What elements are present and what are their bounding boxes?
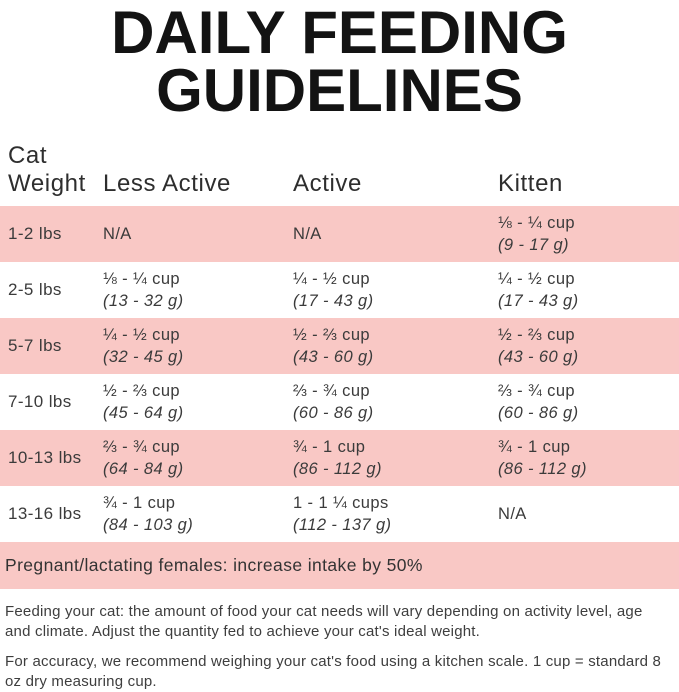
table-row-5-7-lbs: 5-7 lbs ¼ - ½ cup (32 - 45 g) ½ - ⅔ cup … xyxy=(0,318,679,374)
header-kitten: Kitten xyxy=(498,170,563,197)
footer-notes: Feeding your cat: the amount of food you… xyxy=(0,589,679,692)
grams-value: (9 - 17 g) xyxy=(498,236,569,254)
grams-value: (60 - 86 g) xyxy=(498,404,579,422)
page-title-line1: DAILY FEEDING xyxy=(111,0,568,66)
cups-value: N/A xyxy=(293,225,322,243)
cups-value: ¼ - ½ cup xyxy=(103,326,180,344)
cups-value: ¾ - 1 cup xyxy=(293,438,366,456)
header-cat-weight-line2: Weight xyxy=(8,170,86,197)
kitten-cell: N/A xyxy=(498,503,679,525)
less-active-cell: ⅛ - ¼ cup (13 - 32 g) xyxy=(103,268,293,312)
less-active-cell: ¼ - ½ cup (32 - 45 g) xyxy=(103,324,293,368)
grams-value: (43 - 60 g) xyxy=(293,348,374,366)
table-header: Cat Weight Less Active Active Kitten xyxy=(0,142,679,198)
pregnant-lactating-banner: Pregnant/lactating females: increase int… xyxy=(0,542,679,589)
cups-value: N/A xyxy=(498,505,527,523)
kitten-cell: ¾ - 1 cup (86 - 112 g) xyxy=(498,436,679,480)
kitten-cell: ⅛ - ¼ cup (9 - 17 g) xyxy=(498,212,679,256)
less-active-cell: N/A xyxy=(103,223,293,245)
active-cell: ½ - ⅔ cup (43 - 60 g) xyxy=(293,324,498,368)
active-cell: ¾ - 1 cup (86 - 112 g) xyxy=(293,436,498,480)
grams-value: (17 - 43 g) xyxy=(293,292,374,310)
active-cell: ¼ - ½ cup (17 - 43 g) xyxy=(293,268,498,312)
grams-value: (13 - 32 g) xyxy=(103,292,184,310)
cups-value: ⅔ - ¾ cup xyxy=(293,382,370,400)
cups-value: ½ - ⅔ cup xyxy=(103,382,180,400)
less-active-cell: ½ - ⅔ cup (45 - 64 g) xyxy=(103,380,293,424)
grams-value: (86 - 112 g) xyxy=(293,460,382,478)
header-less-active: Less Active xyxy=(103,170,231,197)
pregnant-lactating-text: Pregnant/lactating females: increase int… xyxy=(5,555,423,575)
grams-value: (17 - 43 g) xyxy=(498,292,579,310)
cups-value: ½ - ⅔ cup xyxy=(498,326,575,344)
header-active: Active xyxy=(293,170,362,197)
feeding-table: 1-2 lbs N/A N/A ⅛ - ¼ cup (9 - 17 g) 2-5… xyxy=(0,206,679,542)
table-row-7-10-lbs: 7-10 lbs ½ - ⅔ cup (45 - 64 g) ⅔ - ¾ cup… xyxy=(0,374,679,430)
cups-value: ¼ - ½ cup xyxy=(498,270,575,288)
note-feeding: Feeding your cat: the amount of food you… xyxy=(5,603,643,640)
grams-value: (45 - 64 g) xyxy=(103,404,184,422)
less-active-cell: ⅔ - ¾ cup (64 - 84 g) xyxy=(103,436,293,480)
cups-value: N/A xyxy=(103,225,132,243)
weight-label: 5-7 lbs xyxy=(8,336,62,355)
cups-value: ¾ - 1 cup xyxy=(498,438,571,456)
weight-label: 2-5 lbs xyxy=(8,280,62,299)
grams-value: (32 - 45 g) xyxy=(103,348,184,366)
cups-value: 1 - 1 ¼ cups xyxy=(293,494,389,512)
note-accuracy: For accuracy, we recommend weighing your… xyxy=(5,653,662,690)
grams-value: (43 - 60 g) xyxy=(498,348,579,366)
table-row-13-16-lbs: 13-16 lbs ¾ - 1 cup (84 - 103 g) 1 - 1 ¼… xyxy=(0,486,679,542)
weight-label: 13-16 lbs xyxy=(8,504,82,523)
grams-value: (86 - 112 g) xyxy=(498,460,587,478)
kitten-cell: ⅔ - ¾ cup (60 - 86 g) xyxy=(498,380,679,424)
kitten-cell: ½ - ⅔ cup (43 - 60 g) xyxy=(498,324,679,368)
header-cat-weight-line1: Cat xyxy=(8,142,48,169)
active-cell: N/A xyxy=(293,223,498,245)
cups-value: ⅔ - ¾ cup xyxy=(103,438,180,456)
active-cell: 1 - 1 ¼ cups (112 - 137 g) xyxy=(293,492,498,536)
cups-value: ¼ - ½ cup xyxy=(293,270,370,288)
grams-value: (84 - 103 g) xyxy=(103,516,194,534)
page-title-line2: GUIDELINES xyxy=(156,57,523,124)
header-cat-weight: Cat Weight xyxy=(8,142,103,198)
grams-value: (60 - 86 g) xyxy=(293,404,374,422)
cups-value: ⅔ - ¾ cup xyxy=(498,382,575,400)
kitten-cell: ¼ - ½ cup (17 - 43 g) xyxy=(498,268,679,312)
grams-value: (64 - 84 g) xyxy=(103,460,184,478)
weight-label: 7-10 lbs xyxy=(8,392,72,411)
table-row-2-5-lbs: 2-5 lbs ⅛ - ¼ cup (13 - 32 g) ¼ - ½ cup … xyxy=(0,262,679,318)
cups-value: ⅛ - ¼ cup xyxy=(103,270,180,288)
table-row-10-13-lbs: 10-13 lbs ⅔ - ¾ cup (64 - 84 g) ¾ - 1 cu… xyxy=(0,430,679,486)
table-row-1-2-lbs: 1-2 lbs N/A N/A ⅛ - ¼ cup (9 - 17 g) xyxy=(0,206,679,262)
cups-value: ¾ - 1 cup xyxy=(103,494,176,512)
active-cell: ⅔ - ¾ cup (60 - 86 g) xyxy=(293,380,498,424)
grams-value: (112 - 137 g) xyxy=(293,516,392,534)
weight-label: 10-13 lbs xyxy=(8,448,82,467)
less-active-cell: ¾ - 1 cup (84 - 103 g) xyxy=(103,492,293,536)
cups-value: ½ - ⅔ cup xyxy=(293,326,370,344)
weight-label: 1-2 lbs xyxy=(8,224,62,243)
page-title: DAILY FEEDING GUIDELINES xyxy=(0,0,679,124)
cups-value: ⅛ - ¼ cup xyxy=(498,214,575,232)
